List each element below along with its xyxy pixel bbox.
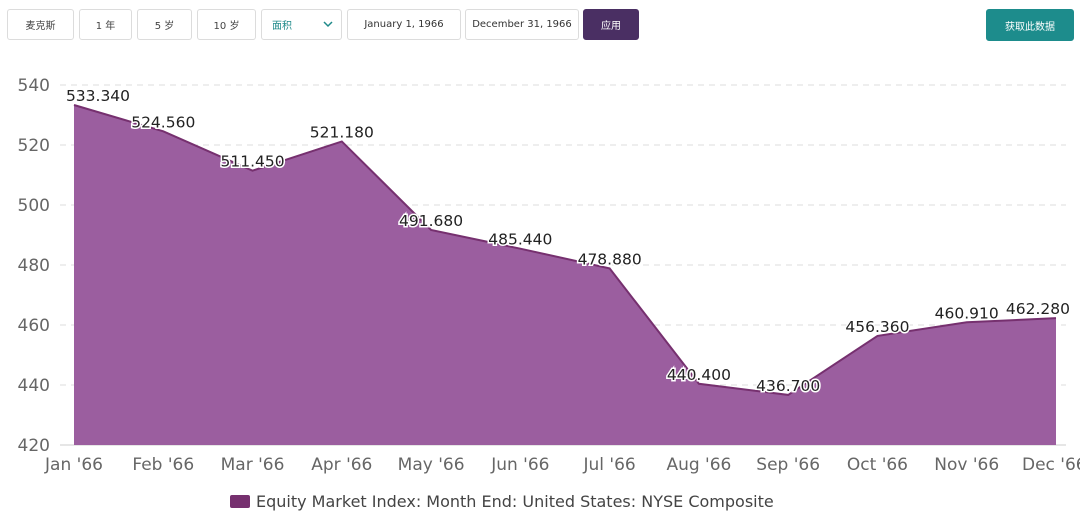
chevron-down-icon [323, 21, 333, 28]
data-label: 533.340 [66, 87, 130, 105]
x-tick-label: Jan '66 [44, 455, 103, 475]
range-10y-button[interactable]: 10 岁 [197, 9, 256, 40]
x-tick-label: Nov '66 [934, 455, 999, 475]
data-label: 521.180 [310, 123, 374, 141]
x-tick-label: Mar '66 [221, 455, 285, 475]
range-5y-button[interactable]: 5 岁 [137, 9, 192, 40]
chart-type-select[interactable]: 面积 [261, 9, 342, 40]
y-tick-label: 480 [18, 256, 50, 276]
data-label: 511.450 [220, 153, 284, 171]
legend-swatch [230, 495, 250, 508]
x-tick-label: Aug '66 [666, 455, 731, 475]
area-chart: 420 440 460 480 500 520 540 Jan '66 Feb '66 Mar … [18, 76, 1080, 475]
y-tick-label: 520 [18, 136, 50, 156]
toolbar: 麦克斯 1 年 5 岁 10 岁 面积 January 1, 1966 Dece… [0, 0, 1080, 50]
data-label: 485.440 [488, 231, 552, 249]
data-label: 524.560 [131, 113, 195, 131]
legend[interactable]: Equity Market Index: Month End: United S… [230, 492, 774, 511]
y-tick-label: 540 [18, 76, 50, 96]
data-label: 456.360 [845, 318, 909, 336]
legend-label: Equity Market Index: Month End: United S… [256, 492, 774, 511]
range-1y-button[interactable]: 1 年 [79, 9, 132, 40]
x-axis: Jan '66 Feb '66 Mar '66 Apr '66 May '66 Jun '… [44, 455, 1080, 475]
range-max-button[interactable]: 麦克斯 [7, 9, 74, 40]
y-tick-label: 460 [18, 316, 50, 336]
data-label: 440.400 [667, 366, 731, 384]
x-tick-label: Dec '66 [1022, 455, 1080, 475]
x-tick-label: Oct '66 [847, 455, 908, 475]
get-data-button[interactable]: 获取此数据 [986, 9, 1074, 41]
start-date-input[interactable]: January 1, 1966 [347, 9, 461, 40]
y-tick-label: 500 [18, 196, 50, 216]
data-label: 491.680 [399, 212, 463, 230]
y-axis: 420 440 460 480 500 520 540 [18, 76, 50, 456]
data-label: 462.280 [1006, 300, 1070, 318]
x-tick-label: Jul '66 [583, 455, 636, 475]
apply-button[interactable]: 应用 [583, 9, 639, 40]
data-label: 436.700 [756, 377, 820, 395]
x-tick-label: Sep '66 [756, 455, 820, 475]
y-tick-label: 440 [18, 376, 50, 396]
data-label: 460.910 [935, 304, 999, 322]
y-tick-label: 420 [18, 436, 50, 456]
series-line [73, 104, 1057, 396]
x-tick-label: May '66 [398, 455, 465, 475]
area-fill [74, 104, 1056, 446]
x-tick-label: Jun '66 [490, 455, 549, 475]
chart-type-label: 面积 [272, 21, 292, 32]
data-label: 478.880 [578, 250, 642, 268]
end-date-input[interactable]: December 31, 1966 [465, 9, 579, 40]
area-series [73, 104, 1057, 446]
x-tick-label: Feb '66 [132, 455, 194, 475]
x-tick-label: Apr '66 [311, 455, 372, 475]
